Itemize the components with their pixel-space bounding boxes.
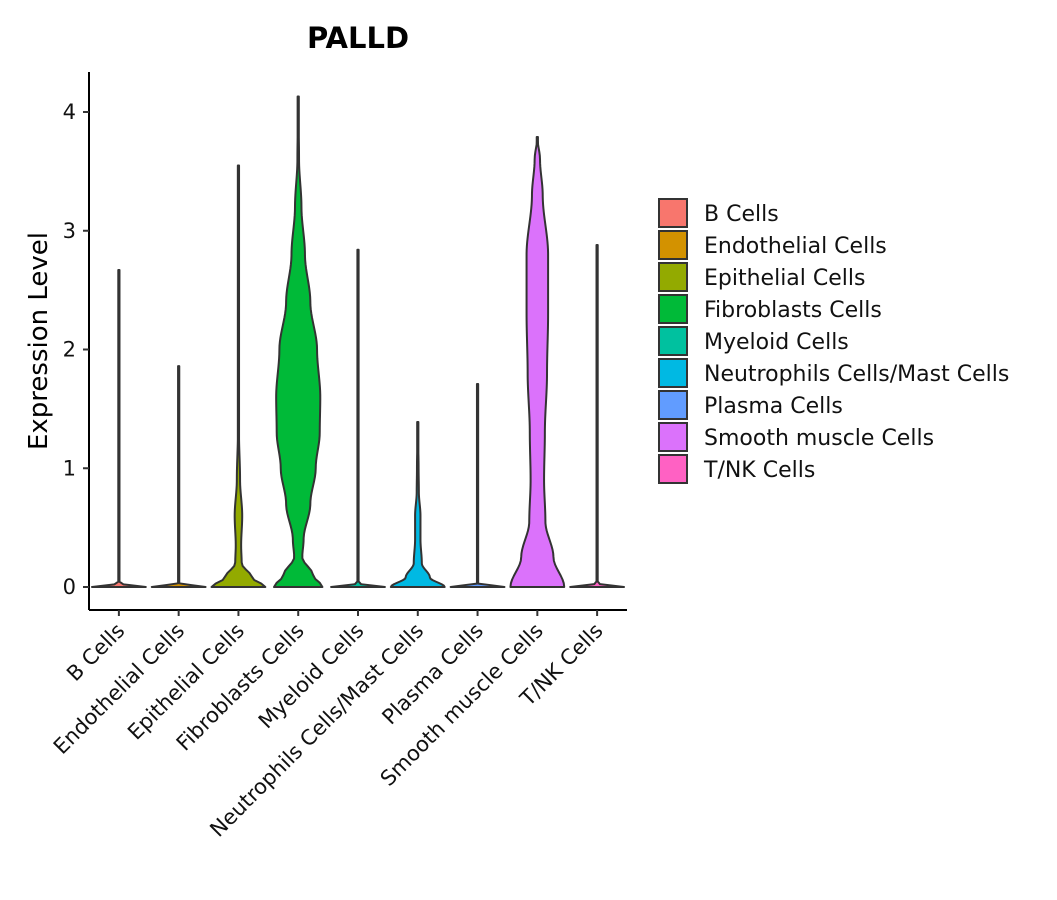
y-tick-label: 3 <box>63 219 76 243</box>
legend-label: Endothelial Cells <box>704 234 887 259</box>
violin-b-cells <box>90 268 147 588</box>
legend-label: B Cells <box>704 202 779 227</box>
legend-label: Smooth muscle Cells <box>704 426 934 451</box>
x-tick-label: Myeloid Cells <box>254 619 369 734</box>
y-tick-label: 1 <box>63 456 76 480</box>
legend-swatch <box>658 422 688 452</box>
violin-endothelial-cells <box>150 365 207 588</box>
legend-swatch <box>658 358 688 388</box>
violin-myeloid-cells <box>330 248 386 588</box>
legend-swatch <box>658 262 688 292</box>
legend-label: Epithelial Cells <box>704 266 865 291</box>
legend-label: T/NK Cells <box>703 458 815 483</box>
legend: B Cells Endothelial Cells Epithelial Cells… <box>658 198 1009 484</box>
violin-neutrophils-cells-mast-cells <box>389 420 446 588</box>
legend-label: Myeloid Cells <box>704 330 849 355</box>
legend-swatch <box>658 454 688 484</box>
violin-t-nk-cells <box>569 244 626 588</box>
violin-plasma-cells <box>449 382 506 588</box>
violin-fibroblasts-cells <box>273 95 324 588</box>
violin-epithelial-cells <box>210 164 267 588</box>
legend-swatch <box>658 294 688 324</box>
legend-swatch <box>658 390 688 420</box>
y-tick-label: 2 <box>63 338 76 362</box>
y-tick-label: 4 <box>63 100 76 124</box>
legend-label: Fibroblasts Cells <box>704 298 882 323</box>
chart-title: PALLD <box>307 21 409 55</box>
y-tick-label: 0 <box>63 575 76 599</box>
legend-swatch <box>658 198 688 228</box>
violins-group <box>90 95 626 588</box>
y-ticks-group: 0 1 2 3 4 <box>63 100 89 599</box>
legend-label: Neutrophils Cells/Mast Cells <box>704 362 1009 387</box>
legend-swatch <box>658 230 688 260</box>
violin-smooth-muscle-cells <box>509 135 566 588</box>
y-axis-label: Expression Level <box>24 232 54 450</box>
legend-label: Plasma Cells <box>704 394 843 419</box>
legend-swatch <box>658 326 688 356</box>
